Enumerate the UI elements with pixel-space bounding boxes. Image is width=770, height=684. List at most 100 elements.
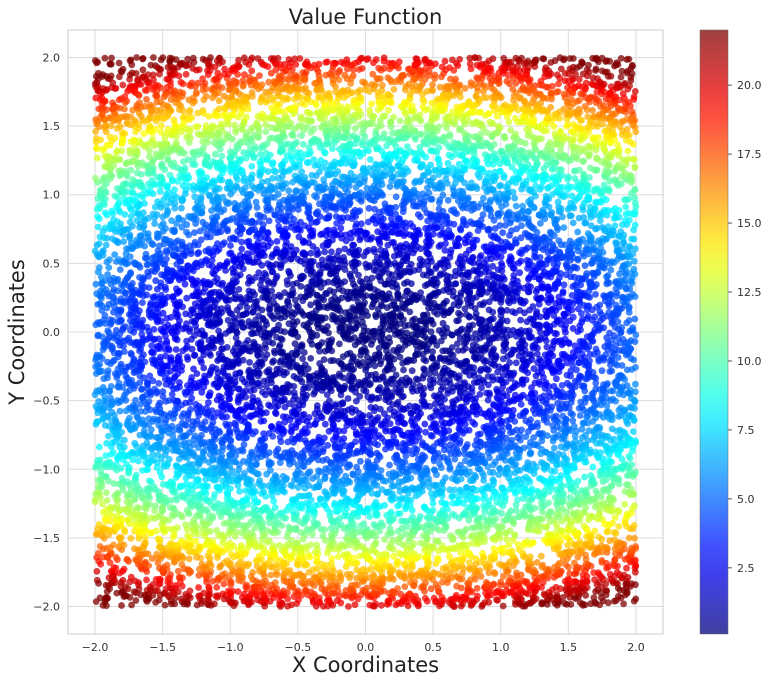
scatter-point — [604, 278, 611, 286]
scatter-point — [506, 232, 513, 239]
scatter-point — [581, 262, 589, 269]
scatter-point — [623, 319, 631, 327]
scatter-point — [625, 452, 633, 460]
scatter-point — [623, 366, 631, 374]
scatter-point — [240, 54, 248, 62]
scatter-point — [579, 158, 587, 165]
scatter-point — [146, 494, 153, 502]
scatter-point — [265, 78, 273, 86]
scatter-point — [292, 61, 300, 68]
scatter-point — [531, 145, 539, 153]
scatter-point — [511, 194, 518, 202]
scatter-point — [236, 488, 244, 495]
scatter-points — [91, 54, 640, 610]
scatter-point — [510, 96, 517, 104]
scatter-point — [390, 86, 398, 93]
scatter-point — [466, 60, 474, 68]
scatter-point — [371, 205, 379, 213]
scatter-point — [579, 316, 586, 323]
scatter-point — [476, 108, 484, 116]
scatter-point — [489, 263, 497, 270]
scatter-point — [533, 229, 541, 236]
scatter-point — [254, 55, 262, 62]
scatter-point — [127, 534, 135, 542]
scatter-point — [622, 203, 630, 211]
scatter-point — [195, 584, 203, 591]
scatter-point — [213, 111, 220, 119]
scatter-point — [245, 287, 253, 295]
scatter-point — [569, 325, 577, 332]
scatter-point — [273, 238, 281, 245]
scatter-point — [238, 245, 246, 253]
scatter-point — [298, 132, 305, 140]
scatter-point — [530, 365, 538, 372]
scatter-point — [598, 367, 606, 375]
scatter-point — [100, 234, 108, 242]
scatter-point — [577, 117, 584, 124]
scatter-point — [321, 149, 329, 157]
scatter-point — [362, 366, 369, 374]
scatter-point — [220, 580, 228, 588]
scatter-point — [256, 72, 263, 79]
scatter-point — [554, 198, 562, 206]
scatter-point — [220, 595, 228, 603]
scatter-point — [415, 600, 422, 608]
scatter-point — [412, 592, 419, 600]
scatter-point — [235, 56, 243, 64]
scatter-point — [578, 425, 586, 433]
scatter-point — [401, 583, 409, 590]
scatter-point — [133, 54, 141, 61]
scatter-point — [190, 497, 198, 504]
scatter-point — [151, 220, 159, 228]
scatter-point — [148, 342, 156, 350]
scatter-point — [297, 93, 305, 101]
scatter-point — [185, 555, 193, 563]
scatter-point — [532, 288, 540, 296]
scatter-point — [569, 411, 576, 418]
scatter-point — [244, 279, 252, 287]
scatter-point — [320, 356, 328, 363]
scatter-point — [307, 355, 315, 362]
scatter-point — [592, 291, 599, 298]
scatter-point — [236, 271, 244, 279]
scatter-point — [132, 70, 140, 77]
scatter-point — [315, 433, 323, 441]
scatter-point — [127, 213, 135, 220]
scatter-point — [182, 521, 190, 529]
scatter-point — [127, 311, 135, 319]
scatter-point — [291, 55, 299, 63]
scatter-point — [139, 299, 146, 306]
scatter-point — [558, 382, 566, 389]
scatter-point — [453, 317, 460, 325]
scatter-point — [151, 335, 159, 343]
scatter-point — [271, 472, 279, 479]
scatter-point — [513, 225, 520, 233]
scatter-point — [254, 596, 261, 604]
scatter-point — [626, 242, 633, 250]
scatter-point — [174, 567, 182, 575]
scatter-point — [429, 87, 437, 94]
scatter-point — [321, 248, 329, 256]
plot-area-frame — [67, 29, 664, 635]
scatter-point — [125, 470, 132, 477]
scatter-point — [383, 142, 390, 150]
scatter-point — [321, 526, 328, 533]
scatter-point — [118, 147, 126, 155]
scatter-point — [258, 262, 266, 269]
scatter-point — [257, 418, 265, 425]
scatter-point — [589, 463, 597, 471]
scatter-point — [118, 602, 125, 609]
scatter-point — [574, 228, 582, 236]
scatter-point — [103, 497, 111, 504]
scatter-point — [553, 71, 561, 79]
scatter-point — [380, 215, 387, 223]
scatter-point — [629, 428, 637, 435]
scatter-point — [247, 56, 255, 64]
scatter-point — [140, 130, 148, 138]
scatter-point — [438, 578, 446, 586]
scatter-point — [623, 564, 630, 572]
scatter-point — [485, 306, 493, 314]
scatter-point — [522, 140, 529, 147]
scatter-point — [182, 70, 190, 78]
